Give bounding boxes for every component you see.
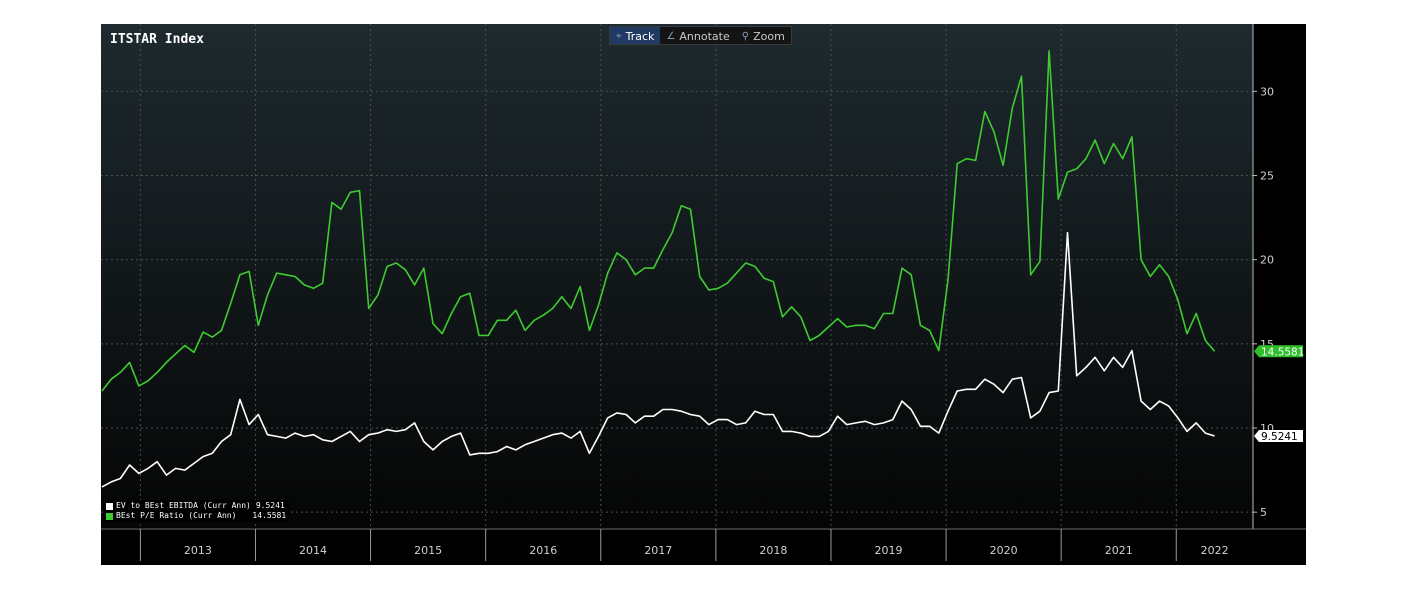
x-tick-label: 2014 bbox=[299, 544, 327, 557]
track-button[interactable]: ⌖ Track bbox=[610, 27, 661, 44]
chart-title: ITSTAR Index bbox=[110, 32, 204, 47]
legend-swatch-green bbox=[106, 512, 113, 520]
last-value-text-ev-ebitda: 9.5241 bbox=[1261, 431, 1298, 443]
x-tick-label: 2022 bbox=[1201, 544, 1229, 557]
magnifier-icon: ⚲ bbox=[741, 30, 750, 42]
series-line-ev-ebitda bbox=[101, 231, 1215, 488]
x-tick-label: 2015 bbox=[414, 544, 442, 557]
chart-toolbar: ⌖ Track ∠ Annotate ⚲ Zoom bbox=[609, 26, 792, 45]
chart-legend: EV to BEst EBITDA (Curr Ann) 9.5241 BEst… bbox=[103, 500, 290, 522]
annotate-label: Annotate bbox=[679, 29, 730, 43]
legend-entry-pe-ratio: BEst P/E Ratio (Curr Ann) 14.5581 bbox=[106, 511, 286, 521]
series-line-pe-ratio bbox=[101, 50, 1216, 392]
plot-background bbox=[101, 24, 1253, 529]
last-value-tag-ev-ebitda bbox=[1254, 430, 1303, 443]
x-tick-label: 2013 bbox=[184, 544, 212, 557]
legend-swatch-white bbox=[106, 502, 113, 510]
annotate-button[interactable]: ∠ Annotate bbox=[660, 27, 735, 44]
legend-value-ev-ebitda: 9.5241 bbox=[255, 501, 285, 510]
x-tick-label: 2016 bbox=[529, 544, 557, 557]
last-value-text-pe-ratio: 14.5581 bbox=[1261, 346, 1304, 358]
x-tick-label: 2018 bbox=[759, 544, 787, 557]
zoom-button[interactable]: ⚲ Zoom bbox=[736, 27, 791, 44]
legend-label-ev-ebitda: EV to BEst EBITDA (Curr Ann) bbox=[116, 501, 251, 510]
chart-area[interactable]: 5 10 15 20 25 30 2013 2014 2015 2016 2017 2018 2019 2… bbox=[101, 24, 1306, 565]
x-tick-label: 2021 bbox=[1105, 544, 1133, 557]
y-tick-label: 30 bbox=[1260, 85, 1274, 98]
x-tick-label: 2019 bbox=[875, 544, 903, 557]
x-tick-label: 2017 bbox=[644, 544, 672, 557]
y-tick-label: 20 bbox=[1260, 254, 1274, 267]
legend-label-pe-ratio: BEst P/E Ratio (Curr Ann) bbox=[116, 511, 237, 520]
x-tick-label: 2020 bbox=[990, 544, 1018, 557]
last-value-tag-pe-ratio bbox=[1254, 345, 1303, 358]
pencil-icon: ∠ bbox=[666, 30, 676, 42]
legend-value-pe-ratio: 14.5581 bbox=[252, 511, 287, 520]
y-tick-label: 25 bbox=[1260, 170, 1274, 183]
y-tick-label: 5 bbox=[1260, 506, 1267, 519]
track-label: Track bbox=[625, 29, 655, 43]
zoom-label: Zoom bbox=[753, 29, 785, 43]
crosshair-icon: ⌖ bbox=[616, 30, 622, 42]
legend-entry-ev-ebitda: EV to BEst EBITDA (Curr Ann) 9.5241 bbox=[106, 501, 286, 511]
